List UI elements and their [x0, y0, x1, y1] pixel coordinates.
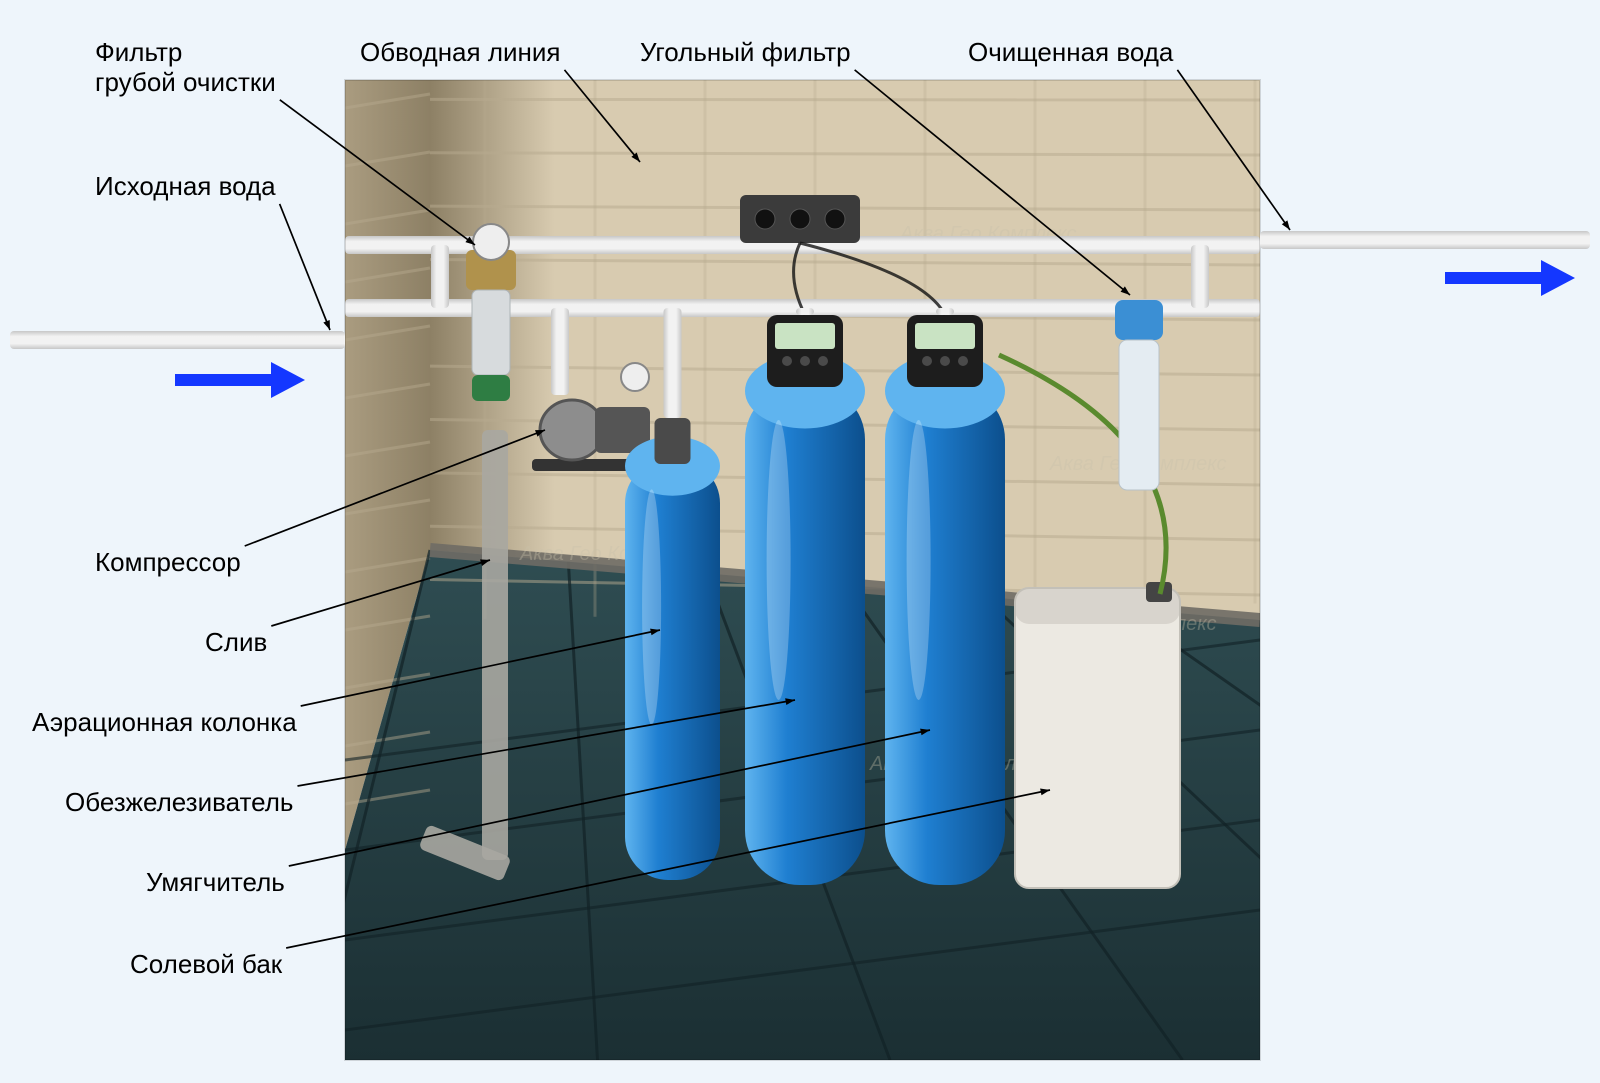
- label-coarse: Фильтр грубой очистки: [95, 38, 276, 98]
- label-clean: Очищенная вода: [968, 38, 1173, 68]
- label-compressor: Компрессор: [95, 548, 241, 578]
- label-bypass: Обводная линия: [360, 38, 560, 68]
- label-brine: Солевой бак: [130, 950, 282, 980]
- label-aeration: Аэрационная колонка: [32, 708, 297, 738]
- label-raw: Исходная вода: [95, 172, 276, 202]
- label-deferr: Обезжелезиватель: [65, 788, 293, 818]
- label-drain: Слив: [205, 628, 267, 658]
- label-softener: Умягчитель: [146, 868, 285, 898]
- diagram-svg: Аква Гео КомплексАква Гео КомплексАква Г…: [0, 0, 1600, 1083]
- label-carbon: Угольный фильтр: [640, 38, 851, 68]
